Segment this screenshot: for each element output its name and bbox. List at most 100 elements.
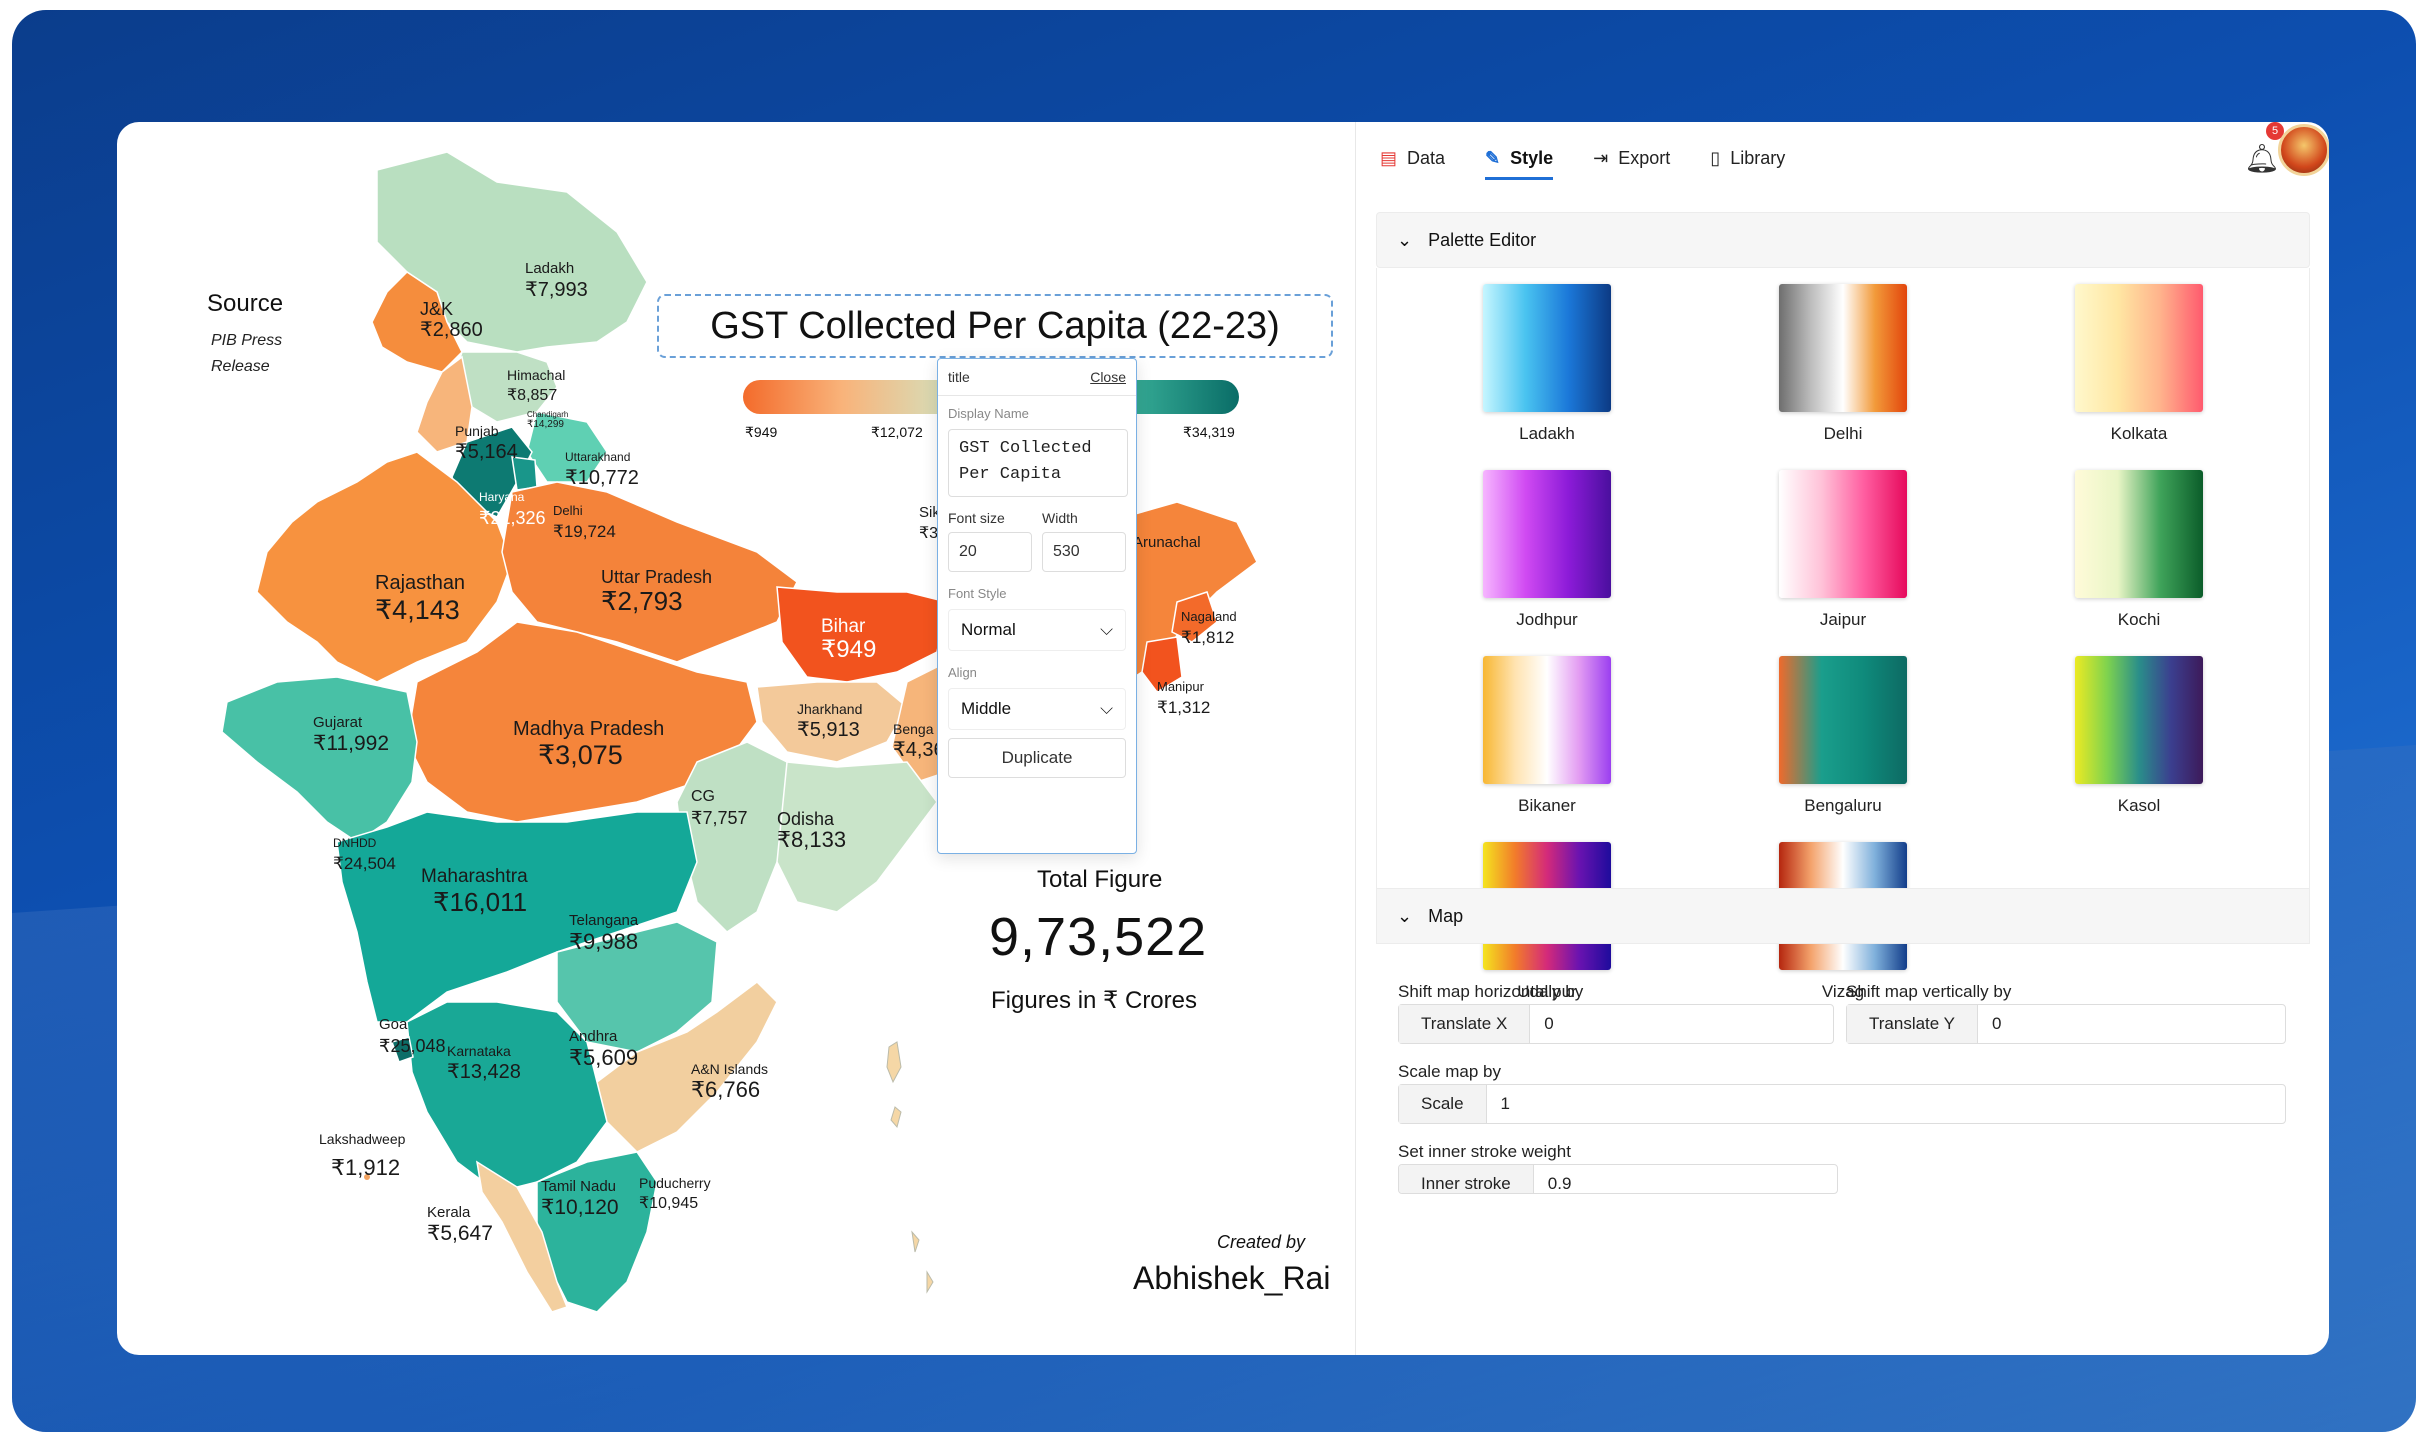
avatar[interactable]	[2278, 124, 2329, 176]
author-name: Abhishek_Rai	[1133, 1260, 1331, 1296]
palette-name: Delhi	[1823, 424, 1863, 443]
chevron-down-icon: ⌵	[1100, 699, 1113, 718]
palette-editor-title: Palette Editor	[1428, 229, 1537, 250]
region-manipur	[1141, 636, 1183, 693]
width-input[interactable]: 530	[1042, 532, 1126, 572]
map-section-header[interactable]: ⌄ Map	[1376, 888, 2310, 944]
label-madhya-pradesh: Madhya Pradesh ₹3,075	[513, 718, 665, 770]
scale-value: 1	[1500, 1094, 1510, 1113]
translate-y-prefix: Translate Y	[1847, 1005, 1978, 1043]
font-size-input[interactable]: 20	[948, 532, 1032, 572]
chevron-down-icon: ⌄	[1397, 229, 1413, 250]
label-andhra: Andhra ₹5,609	[569, 1028, 639, 1070]
region-an-islands	[886, 1041, 934, 1294]
align-value: Middle	[961, 699, 1012, 718]
region-lakshadweep-dot	[364, 1174, 370, 1180]
region-telangana	[556, 921, 718, 1053]
chevron-down-icon: ⌵	[1100, 620, 1113, 639]
source-subtitle: PIB Press Release	[211, 332, 283, 375]
label-odisha: Odisha ₹8,133	[777, 809, 847, 852]
label-puducherry: Puducherry ₹10,945	[639, 1175, 711, 1212]
label-punjab: Punjab ₹5,164	[455, 423, 518, 463]
stroke-weight-label: Set inner stroke weight	[1398, 1142, 1571, 1161]
palette-swatch[interactable]	[2075, 470, 2203, 598]
label-kerala: Kerala ₹5,647	[427, 1204, 493, 1245]
label-telangana: Telangana ₹9,988	[569, 912, 639, 954]
label-delhi: Delhi ₹19,724	[553, 503, 616, 541]
palette-swatch[interactable]	[1483, 656, 1611, 784]
region-jk	[371, 271, 463, 373]
database-icon: ▤	[1380, 147, 1398, 168]
font-style-value: Normal	[961, 620, 1016, 639]
translate-x-field[interactable]: Translate X 0	[1398, 1004, 1834, 1044]
region-punjab	[416, 355, 473, 453]
map-canvas[interactable]: Source PIB Press Release GST Collected P…	[117, 122, 1355, 1355]
align-select[interactable]: Middle ⌵	[948, 688, 1126, 730]
tab-data[interactable]: ▤ Data	[1380, 122, 1445, 194]
font-style-select[interactable]: Normal ⌵	[948, 609, 1126, 651]
total-figure-label: Total Figure	[1037, 866, 1163, 893]
source-title: Source	[207, 290, 284, 317]
palette-swatch[interactable]	[2075, 284, 2203, 412]
display-name-input[interactable]: GST Collected Per Capita	[948, 429, 1128, 497]
palette-name: Kochi	[2117, 610, 2161, 629]
label-uttarakhand: Uttarakhand ₹10,772	[565, 450, 639, 489]
tab-export[interactable]: ⇥ Export	[1593, 122, 1670, 194]
palette-swatch[interactable]	[1483, 470, 1611, 598]
label-goa: Goa ₹25,048	[379, 1016, 446, 1056]
palette-name: Bengaluru	[1804, 796, 1882, 815]
translate-y-field[interactable]: Translate Y 0	[1846, 1004, 2286, 1044]
title-edit-popup: title Close Display Name GST Collected P…	[937, 358, 1137, 854]
label-bihar: Bihar ₹949	[821, 616, 877, 663]
scale-prefix: Scale	[1399, 1085, 1487, 1123]
palette-swatch[interactable]	[1779, 284, 1907, 412]
region-gujarat	[221, 676, 418, 843]
label-maharashtra: Maharashtra ₹16,011	[421, 866, 528, 917]
style-panel: ▤ Data ✎ Style ⇥ Export ▯ Library 🔔︎ 5	[1355, 122, 2329, 1355]
font-size-label: Font size	[948, 510, 1005, 526]
label-cg: CG ₹7,757	[691, 788, 748, 828]
translate-y-value: 0	[1992, 1014, 2002, 1033]
label-jk: J&K ₹2,860	[420, 299, 483, 341]
legend-tick-max: ₹34,319	[1183, 424, 1235, 440]
palette-name: Kasol	[2117, 796, 2161, 815]
chart-title[interactable]: GST Collected Per Capita (22-23)	[657, 294, 1333, 358]
palette-swatch[interactable]	[1779, 470, 1907, 598]
shift-horizontal-label: Shift map horizontally by	[1398, 982, 1584, 1001]
palette-name: Ladakh	[1519, 424, 1575, 443]
tab-style[interactable]: ✎ Style	[1485, 122, 1554, 194]
label-chandigarh: Chandigarh ₹14,299	[527, 410, 569, 430]
region-goa	[391, 1036, 414, 1063]
region-bihar	[776, 586, 948, 683]
palette-swatch[interactable]	[2075, 656, 2203, 784]
label-nagaland: Nagaland ₹1,812	[1181, 609, 1237, 647]
inner-stroke-field[interactable]: Inner stroke 0.9	[1398, 1164, 1838, 1194]
duplicate-button[interactable]: Duplicate	[948, 738, 1126, 778]
palette-editor-header[interactable]: ⌄ Palette Editor	[1376, 212, 2310, 268]
legend-tick-mid: ₹12,072	[871, 424, 923, 440]
translate-x-value: 0	[1544, 1014, 1554, 1033]
label-rajasthan: Rajasthan ₹4,143	[375, 572, 466, 625]
palette-name: Kolkata	[2110, 424, 2168, 443]
tab-library[interactable]: ▯ Library	[1710, 122, 1785, 194]
app-frame: Source PIB Press Release GST Collected P…	[12, 10, 2416, 1432]
total-figure-unit: Figures in ₹ Crores	[991, 987, 1197, 1014]
palette-name: Jodhpur	[1516, 610, 1578, 629]
label-dnhdd: DNHDD ₹24,504	[333, 836, 396, 873]
scale-label: Scale map by	[1398, 1062, 1501, 1081]
inner-stroke-prefix: Inner stroke	[1399, 1165, 1534, 1193]
region-nagaland	[1171, 591, 1218, 643]
region-karnataka	[406, 1001, 608, 1193]
tab-style-label: Style	[1510, 147, 1554, 168]
palette-grid: Ladakh Delhi Kolkata Jodhpur Jaipur Kochi Bika…	[1376, 268, 2310, 1001]
label-bengal: Benga ₹4,36	[893, 721, 945, 761]
palette-swatch[interactable]	[1483, 284, 1611, 412]
tab-data-label: Data	[1407, 147, 1446, 168]
map-section-title: Map	[1428, 905, 1464, 926]
palette-swatch[interactable]	[1779, 656, 1907, 784]
scale-field[interactable]: Scale 1	[1398, 1084, 2286, 1124]
label-karnataka: Karnataka ₹13,428	[447, 1043, 521, 1083]
bell-icon[interactable]: 🔔︎	[2244, 143, 2280, 174]
popup-close-link[interactable]: Close	[1090, 369, 1126, 385]
label-jharkhand: Jharkhand ₹5,913	[797, 701, 863, 741]
